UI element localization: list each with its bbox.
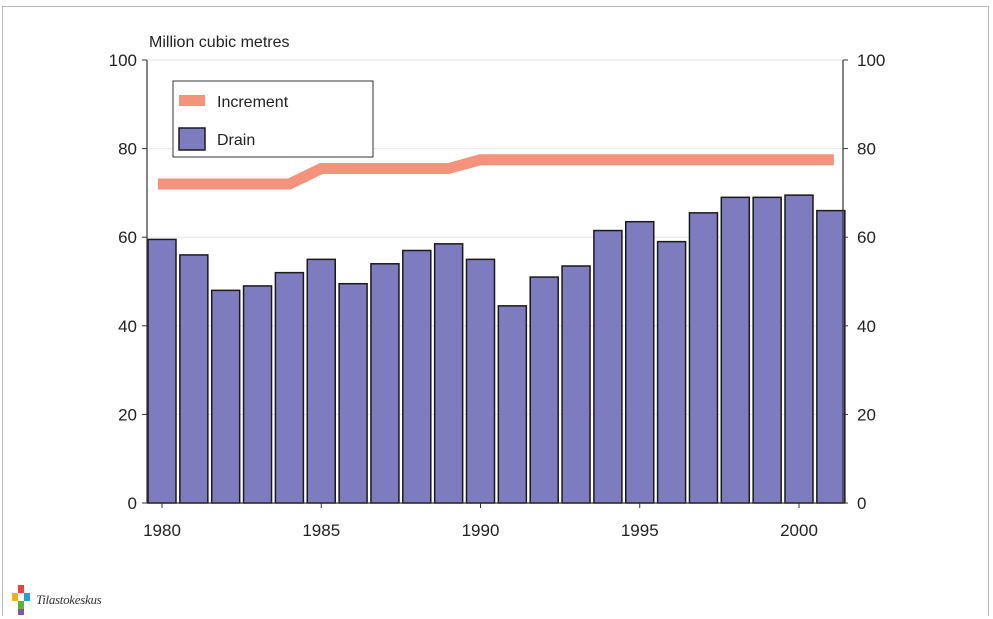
drain-bar xyxy=(242,285,273,504)
y-tick-label-right: 40 xyxy=(857,317,876,336)
y-axis-unit-label: Million cubic metres xyxy=(149,34,289,51)
drain-bar xyxy=(179,254,209,504)
drain-bar xyxy=(433,243,464,504)
y-tick-label-left: 80 xyxy=(118,140,137,159)
x-tick-label: 1995 xyxy=(621,521,659,540)
legend-swatch-drain xyxy=(178,127,206,151)
drain-bar xyxy=(465,258,496,504)
drain-bar xyxy=(370,263,400,504)
y-tick-label-right: 0 xyxy=(857,494,866,513)
drain-bar xyxy=(497,305,528,504)
publisher-logo: Tilastokeskus xyxy=(12,583,102,617)
legend: Increment Drain xyxy=(172,80,374,158)
y-tick-label-right: 80 xyxy=(857,140,876,159)
x-tick-label: 1990 xyxy=(462,521,500,540)
chart: 0 0 20 20 40 40 60 60 80 80 100 100 1980 1985 1990 1995… xyxy=(109,34,886,540)
legend-label-increment: Increment xyxy=(217,94,289,111)
drain-bars xyxy=(147,194,846,504)
logo-text: Tilastokeskus xyxy=(36,592,102,607)
statistics-finland-logo-icon xyxy=(12,585,30,615)
y-tick-label-right: 60 xyxy=(857,228,876,247)
drain-bar xyxy=(147,238,177,504)
y-tick-label-left: 60 xyxy=(118,228,137,247)
legend-swatch-increment xyxy=(179,95,205,106)
y-tick-label-left: 100 xyxy=(109,51,137,70)
x-tick-label: 1985 xyxy=(302,521,340,540)
drain-bar xyxy=(402,249,432,504)
drain-bar xyxy=(688,212,719,504)
drain-bar xyxy=(529,276,559,504)
drain-bar xyxy=(784,194,814,504)
legend-label-drain: Drain xyxy=(217,132,255,149)
drain-bar xyxy=(625,220,655,504)
y-tick-label-right: 20 xyxy=(857,405,876,424)
legend-box xyxy=(172,80,374,158)
drain-bar xyxy=(306,258,336,504)
x-tick-label: 1980 xyxy=(143,521,181,540)
drain-bar xyxy=(338,282,368,504)
x-tick-label: 2000 xyxy=(780,521,818,540)
y-tick-label-left: 40 xyxy=(118,317,137,336)
drain-bar xyxy=(274,271,305,504)
drain-bar xyxy=(720,196,751,504)
drain-bar xyxy=(816,209,846,504)
y-tick-label-left: 20 xyxy=(118,405,137,424)
y-tick-label-left: 0 xyxy=(128,494,137,513)
chart-frame xyxy=(2,6,989,616)
increment-line xyxy=(158,154,834,190)
drain-bar xyxy=(593,229,623,504)
drain-bar xyxy=(210,289,241,504)
drain-bar xyxy=(656,240,687,504)
y-tick-label-right: 100 xyxy=(857,51,885,70)
drain-bar xyxy=(561,265,591,504)
drain-bar xyxy=(752,196,782,504)
